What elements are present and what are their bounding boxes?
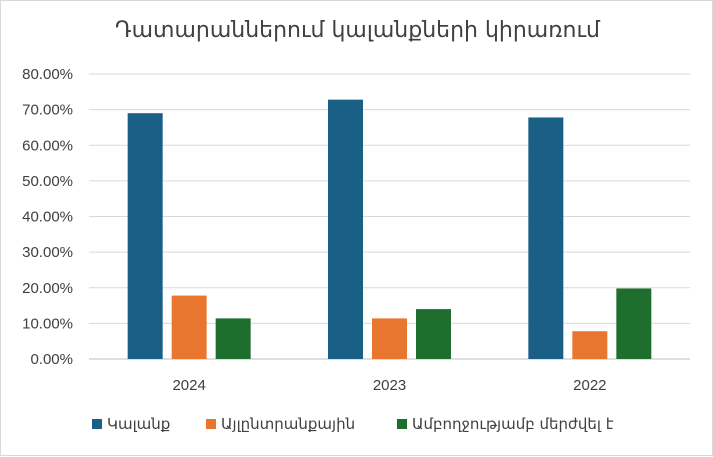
bar-2024-series-1: [171, 295, 207, 359]
bar-2023-series-2: [416, 309, 451, 359]
legend-label: Ամբողջությամբ մերժվել է: [412, 415, 614, 433]
y-tick-label: 50.00%: [22, 173, 73, 190]
bar-2023-series-1: [372, 318, 407, 359]
chart-title: Դատարաններում կալանքների կիրառում: [115, 18, 600, 43]
legend: Կալանք Այլընտրանքային Ամբողջությամբ մերժվե…: [92, 415, 614, 433]
x-axis-ticks: 2024 2023 2022: [172, 377, 606, 394]
legend-label: Կալանք: [107, 415, 170, 433]
legend-label: Այլընտրանքային: [221, 415, 355, 433]
y-tick-label: 60.00%: [22, 137, 73, 154]
bar-2022-series-2: [616, 288, 652, 359]
x-tick-label: 2023: [373, 377, 406, 394]
x-tick-label: 2022: [573, 377, 606, 394]
y-tick-label: 0.00%: [30, 351, 73, 368]
x-tick-label: 2024: [172, 377, 205, 394]
bar-2024-series-0: [127, 113, 163, 359]
bar-2023-series-0: [328, 99, 363, 360]
y-axis-ticks: 0.00% 10.00% 20.00% 30.00% 40.00% 50.00% 60.00…: [22, 66, 73, 368]
y-tick-label: 30.00%: [22, 244, 73, 261]
y-tick-label: 40.00%: [22, 209, 73, 226]
bars: [127, 99, 652, 360]
bar-2022-series-1: [572, 331, 608, 359]
legend-swatch: [397, 419, 407, 429]
legend-swatch: [92, 419, 102, 429]
y-tick-label: 80.00%: [22, 66, 73, 83]
bar-2022-series-0: [528, 117, 564, 360]
y-tick-label: 70.00%: [22, 102, 73, 119]
legend-swatch: [206, 419, 216, 429]
bar-2024-series-2: [215, 318, 251, 359]
y-tick-label: 10.00%: [22, 315, 73, 332]
y-tick-label: 20.00%: [22, 280, 73, 297]
